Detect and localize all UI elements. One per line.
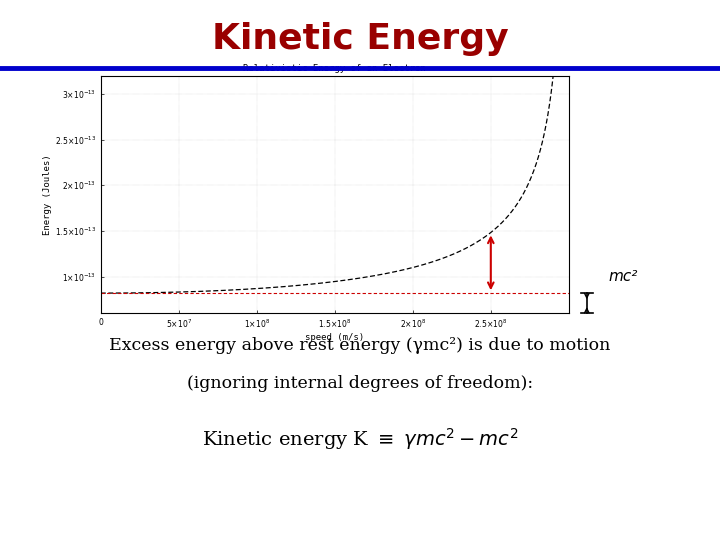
Text: mc²: mc²: [608, 269, 638, 285]
Text: (ignoring internal degrees of freedom):: (ignoring internal degrees of freedom):: [187, 375, 533, 392]
X-axis label: speed (m/s): speed (m/s): [305, 333, 364, 342]
Text: Kinetic energy K $\equiv$ $\gamma mc^2 - mc^2$: Kinetic energy K $\equiv$ $\gamma mc^2 -…: [202, 427, 518, 453]
Title: Relativistic Energy of an Electron: Relativistic Energy of an Electron: [243, 64, 426, 73]
Y-axis label: Energy (Joules): Energy (Joules): [43, 154, 52, 235]
Text: Excess energy above rest energy (γmc²) is due to motion: Excess energy above rest energy (γmc²) i…: [109, 338, 611, 354]
Text: Kinetic Energy: Kinetic Energy: [212, 22, 508, 56]
